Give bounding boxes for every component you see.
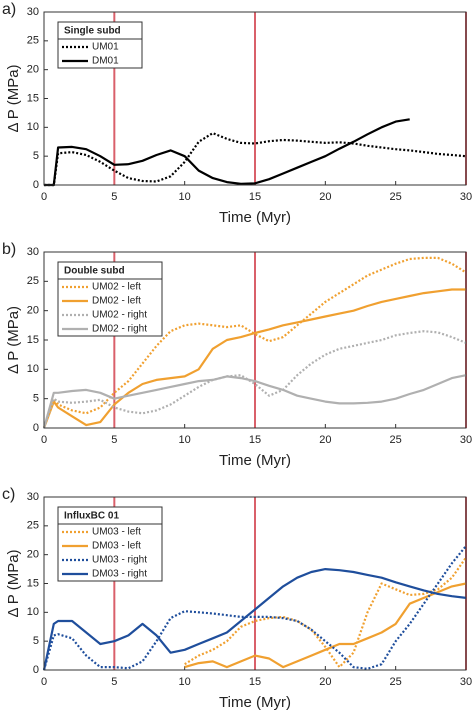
y-tick-label: 30 bbox=[27, 491, 39, 503]
plot-frame bbox=[43, 496, 467, 671]
y-tick-label: 20 bbox=[27, 549, 39, 561]
y-tick-label: 0 bbox=[33, 664, 39, 676]
y-tick-label: 30 bbox=[27, 246, 39, 258]
x-axis-label: Time (Myr) bbox=[219, 452, 291, 469]
legend-label: DM02 - right bbox=[92, 324, 147, 335]
y-tick-label: 10 bbox=[27, 363, 39, 375]
y-tick-label: 20 bbox=[27, 64, 39, 76]
legend-title: Double subd bbox=[64, 266, 125, 277]
legend-title: Single subd bbox=[64, 26, 121, 37]
data-line bbox=[184, 582, 467, 669]
legend-title: InfluxBC 01 bbox=[64, 511, 119, 522]
legend-label: UM03 - left bbox=[92, 527, 141, 538]
x-axis-label: Time (Myr) bbox=[219, 694, 291, 711]
y-axis-label: Δ P (MPa) bbox=[5, 306, 22, 374]
x-tick-label: 20 bbox=[319, 434, 331, 446]
x-tick-label: 20 bbox=[319, 676, 331, 688]
y-tick-label: 30 bbox=[27, 6, 39, 18]
data-line bbox=[44, 132, 467, 187]
y-tick-label: 10 bbox=[27, 121, 39, 133]
y-axis-label: Δ P (MPa) bbox=[5, 64, 22, 132]
y-tick-label: 10 bbox=[27, 606, 39, 618]
y-tick-label: 0 bbox=[33, 422, 39, 434]
legend-label: UM03 - right bbox=[92, 555, 147, 566]
legend-label: DM03 - right bbox=[92, 569, 147, 580]
legend-label: DM01 bbox=[92, 56, 119, 67]
y-tick-label: 25 bbox=[27, 35, 39, 47]
y-tick-label: 0 bbox=[33, 179, 39, 191]
x-tick-label: 20 bbox=[319, 191, 331, 203]
x-tick-label: 15 bbox=[249, 434, 261, 446]
x-tick-label: 25 bbox=[390, 191, 402, 203]
x-tick-label: 10 bbox=[179, 191, 191, 203]
y-tick-label: 5 bbox=[33, 393, 39, 405]
data-line bbox=[42, 330, 467, 429]
x-tick-label: 25 bbox=[390, 434, 402, 446]
y-tick-label: 15 bbox=[27, 577, 39, 589]
panel-label: b) bbox=[2, 241, 16, 258]
y-tick-label: 25 bbox=[27, 275, 39, 287]
x-tick-label: 5 bbox=[111, 434, 117, 446]
legend-label: UM02 - left bbox=[92, 282, 141, 293]
y-axis-label: Δ P (MPa) bbox=[5, 549, 22, 617]
x-tick-label: 25 bbox=[390, 676, 402, 688]
legend-label: DM02 - left bbox=[92, 296, 141, 307]
data-line bbox=[42, 568, 467, 671]
x-tick-label: 0 bbox=[41, 434, 47, 446]
data-line bbox=[42, 374, 467, 429]
x-tick-label: 30 bbox=[460, 191, 472, 203]
y-tick-label: 15 bbox=[27, 334, 39, 346]
x-tick-label: 30 bbox=[460, 434, 472, 446]
panel-label: a) bbox=[2, 1, 16, 18]
x-tick-label: 15 bbox=[249, 191, 261, 203]
legend-box bbox=[57, 506, 163, 582]
legend-label: DM03 - left bbox=[92, 541, 141, 552]
data-line bbox=[44, 118, 410, 187]
x-tick-label: 10 bbox=[179, 676, 191, 688]
x-tick-label: 10 bbox=[179, 434, 191, 446]
y-tick-label: 20 bbox=[27, 305, 39, 317]
legend-box bbox=[57, 261, 163, 337]
x-axis-label: Time (Myr) bbox=[219, 209, 291, 226]
data-line bbox=[42, 288, 466, 429]
x-tick-label: 0 bbox=[41, 191, 47, 203]
x-tick-label: 15 bbox=[249, 676, 261, 688]
plot-frame bbox=[43, 251, 467, 429]
y-tick-label: 5 bbox=[33, 635, 39, 647]
x-tick-label: 5 bbox=[111, 676, 117, 688]
data-line bbox=[184, 556, 467, 669]
x-tick-label: 0 bbox=[41, 676, 47, 688]
legend-label: UM01 bbox=[92, 42, 119, 53]
legend-label: UM02 - right bbox=[92, 310, 147, 321]
y-tick-label: 25 bbox=[27, 520, 39, 532]
y-tick-label: 15 bbox=[27, 92, 39, 104]
plot-frame bbox=[43, 11, 467, 186]
data-line bbox=[42, 545, 467, 671]
x-tick-label: 30 bbox=[460, 676, 472, 688]
y-tick-label: 5 bbox=[33, 150, 39, 162]
x-tick-label: 5 bbox=[111, 191, 117, 203]
panel-label: c) bbox=[2, 486, 15, 503]
